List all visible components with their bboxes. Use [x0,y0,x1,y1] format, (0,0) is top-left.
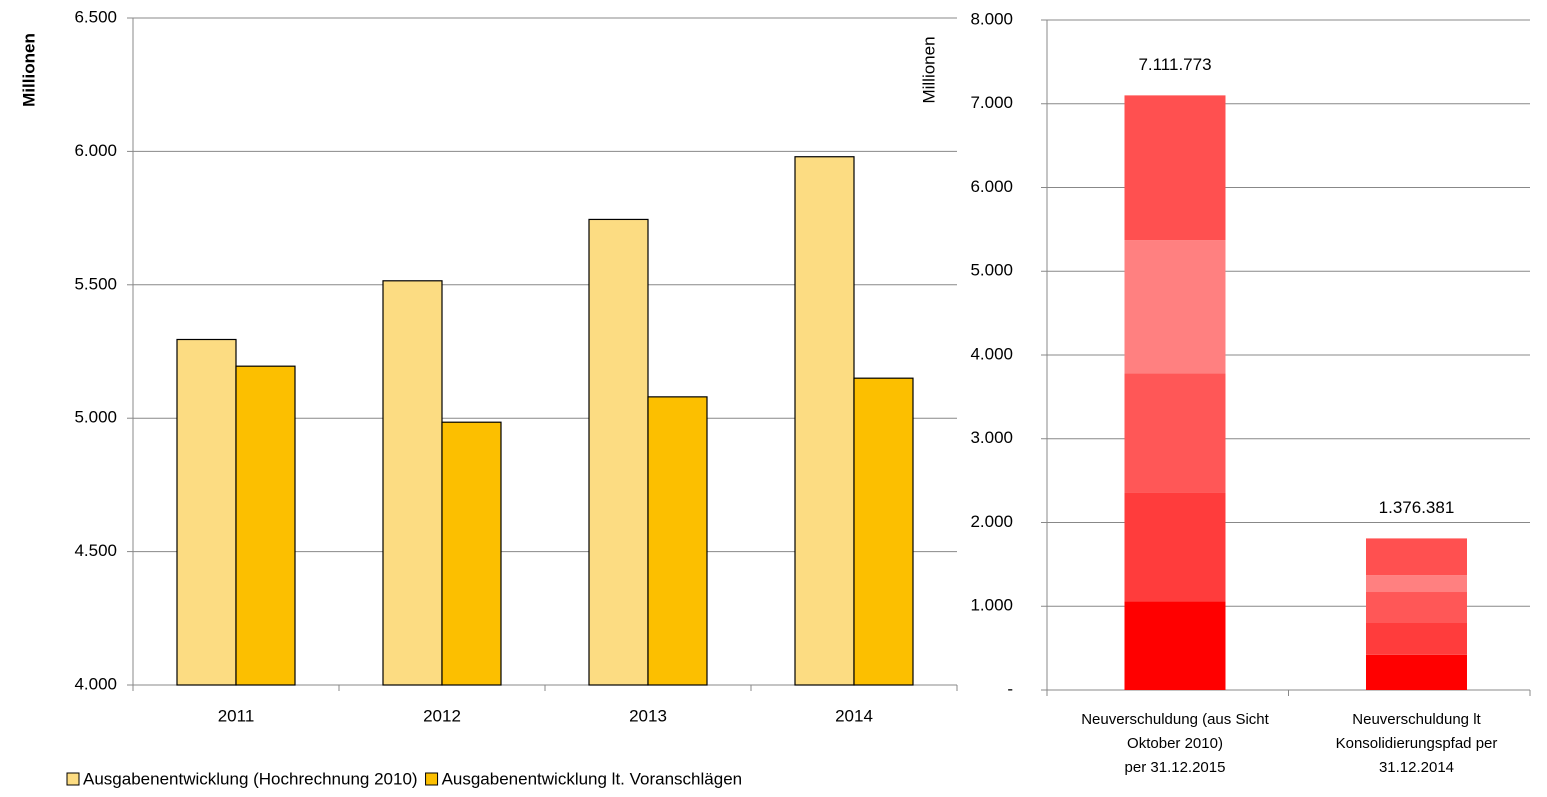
annotation: 1.376.381 [1379,498,1455,517]
y-tick-label: 4.500 [74,541,117,560]
y-tick-label: 8.000 [970,9,1013,28]
bar [853,377,914,686]
y-tick-label: 5.000 [74,408,117,427]
x-tick-label: Konsolidierungspfad per [1336,735,1498,752]
x-tick-label: 31.12.2014 [1379,759,1454,776]
bar-segment [1365,592,1467,623]
annotation: 7.111.773 [1138,55,1211,74]
x-tick-label: 2014 [835,706,873,725]
y-tick-label: 7.000 [970,93,1013,112]
legend-swatch [425,772,439,786]
y-tick-label: 4.000 [970,344,1013,363]
bar-segment [1365,623,1467,655]
bar [588,218,649,686]
bar-segment [1124,95,1226,241]
bar [382,280,443,686]
y-tick-label: - [1007,679,1013,698]
legend-label: Ausgabenentwicklung lt. Voranschlägen [442,769,743,788]
y-tick-label: 6.000 [74,141,117,160]
y-tick-label: 5.000 [970,261,1013,280]
y-tick-label: 3.000 [970,428,1013,447]
bar [235,365,296,686]
y-axis-label: Millionen [19,33,38,107]
x-tick-label: 2011 [218,706,255,725]
x-tick-label: per 31.12.2015 [1125,759,1226,776]
y-tick-label: 6.000 [970,177,1013,196]
bar [441,421,502,686]
bar-segment [1124,601,1226,690]
x-tick-label: 2012 [423,706,461,725]
x-tick-label: Neuverschuldung lt [1352,711,1481,728]
y-tick-label: 4.000 [74,674,117,693]
y-tick-label: 5.500 [74,274,117,293]
bar-segment [1124,492,1226,602]
bar-segment [1124,240,1226,374]
y-tick-label: 1.000 [970,596,1013,615]
x-tick-label: 2013 [629,706,667,725]
bar [794,156,855,686]
bar-segment [1365,654,1467,690]
legend-swatch [66,772,80,786]
y-tick-label: 6.500 [74,7,117,26]
x-tick-label: Neuverschuldung (aus Sicht [1081,711,1269,728]
legend-label: Ausgabenentwicklung (Hochrechnung 2010) [83,769,418,788]
bar-segment [1365,575,1467,593]
bar-segment [1124,373,1226,493]
y-axis-label: Millionen [919,36,938,103]
bar [176,338,237,686]
bar [647,396,708,686]
y-tick-label: 2.000 [970,512,1013,531]
bar-segment [1365,538,1467,576]
x-tick-label: Oktober 2010) [1127,735,1223,752]
